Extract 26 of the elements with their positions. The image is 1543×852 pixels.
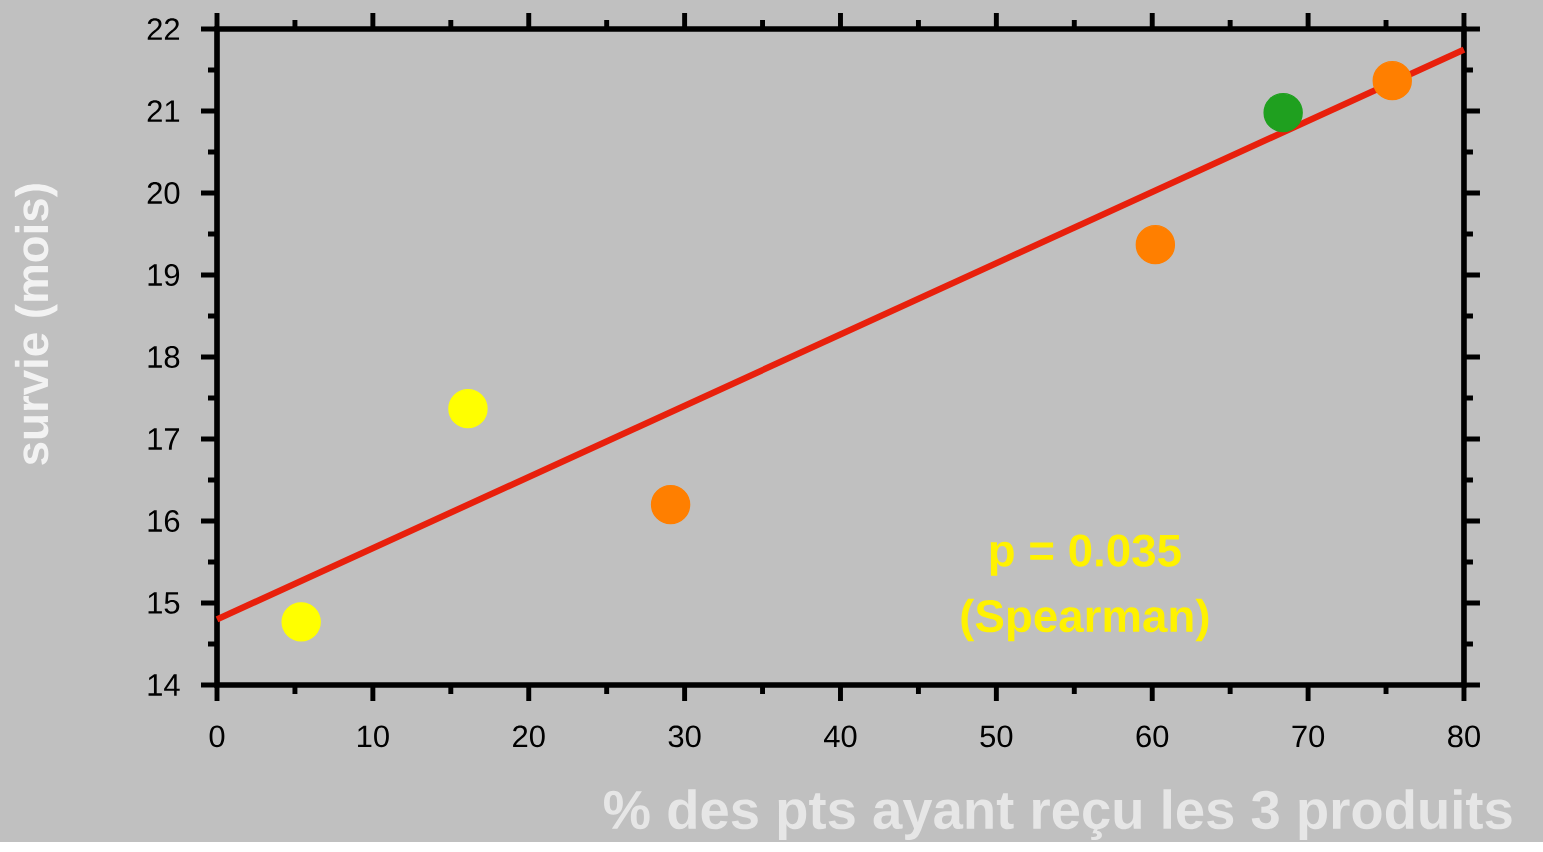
x-tick-label: 40	[824, 725, 857, 748]
x-tick-label: 20	[513, 725, 545, 748]
x-tick-label: 80	[1448, 725, 1480, 748]
point	[281, 602, 321, 642]
point	[1135, 225, 1176, 265]
point	[650, 485, 691, 525]
x-tick-label: 30	[668, 725, 701, 748]
x-tick-label: 70	[1292, 725, 1325, 748]
y-tick-label: 15	[148, 592, 180, 614]
x-tick-label: 60	[1136, 725, 1169, 748]
y-tick-label: 19	[148, 264, 180, 287]
y-tick-label: 16	[148, 510, 180, 533]
annotation: p = 0.035	[990, 534, 1181, 576]
x-tick-label: 0	[209, 725, 225, 748]
y-tick-label: 20	[147, 182, 180, 205]
x-tick-label: 10	[358, 725, 389, 748]
point	[448, 389, 488, 429]
y-tick-label: 18	[148, 346, 180, 369]
y-tick-label: 17	[148, 428, 180, 450]
point	[1263, 93, 1303, 133]
point	[1372, 61, 1412, 101]
x-tick-label: 50	[980, 725, 1013, 748]
y-tick-label: 22	[147, 18, 180, 40]
y-tick-label: 21	[147, 100, 180, 122]
annotation: (Spearman)	[961, 598, 1209, 642]
y-tick-label: 14	[148, 674, 180, 696]
